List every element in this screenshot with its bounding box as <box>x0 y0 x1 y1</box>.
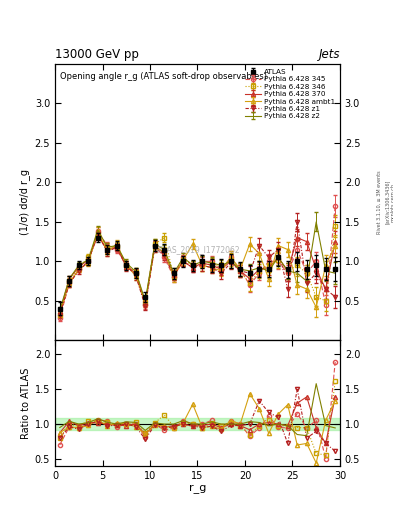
Text: Jets: Jets <box>318 49 340 61</box>
Text: Rivet 3.1.10, ≥ 3M events: Rivet 3.1.10, ≥ 3M events <box>377 170 382 234</box>
Y-axis label: Ratio to ATLAS: Ratio to ATLAS <box>20 368 31 439</box>
Text: [arXiv:1306.3436]: [arXiv:1306.3436] <box>385 180 389 224</box>
Legend: ATLAS, Pythia 6.428 345, Pythia 6.428 346, Pythia 6.428 370, Pythia 6.428 ambt1,: ATLAS, Pythia 6.428 345, Pythia 6.428 34… <box>244 68 336 121</box>
Text: mcplots.cern.ch: mcplots.cern.ch <box>391 183 393 222</box>
Bar <box>55 418 340 430</box>
X-axis label: r_g: r_g <box>189 483 206 494</box>
Text: Opening angle r_g (ATLAS soft-drop observables): Opening angle r_g (ATLAS soft-drop obser… <box>60 72 267 81</box>
Y-axis label: (1/σ) dσ/d r_g: (1/σ) dσ/d r_g <box>20 169 31 235</box>
Text: 13000 GeV pp: 13000 GeV pp <box>55 49 139 61</box>
Text: ATLAS_2019_I1772062: ATLAS_2019_I1772062 <box>154 245 241 253</box>
